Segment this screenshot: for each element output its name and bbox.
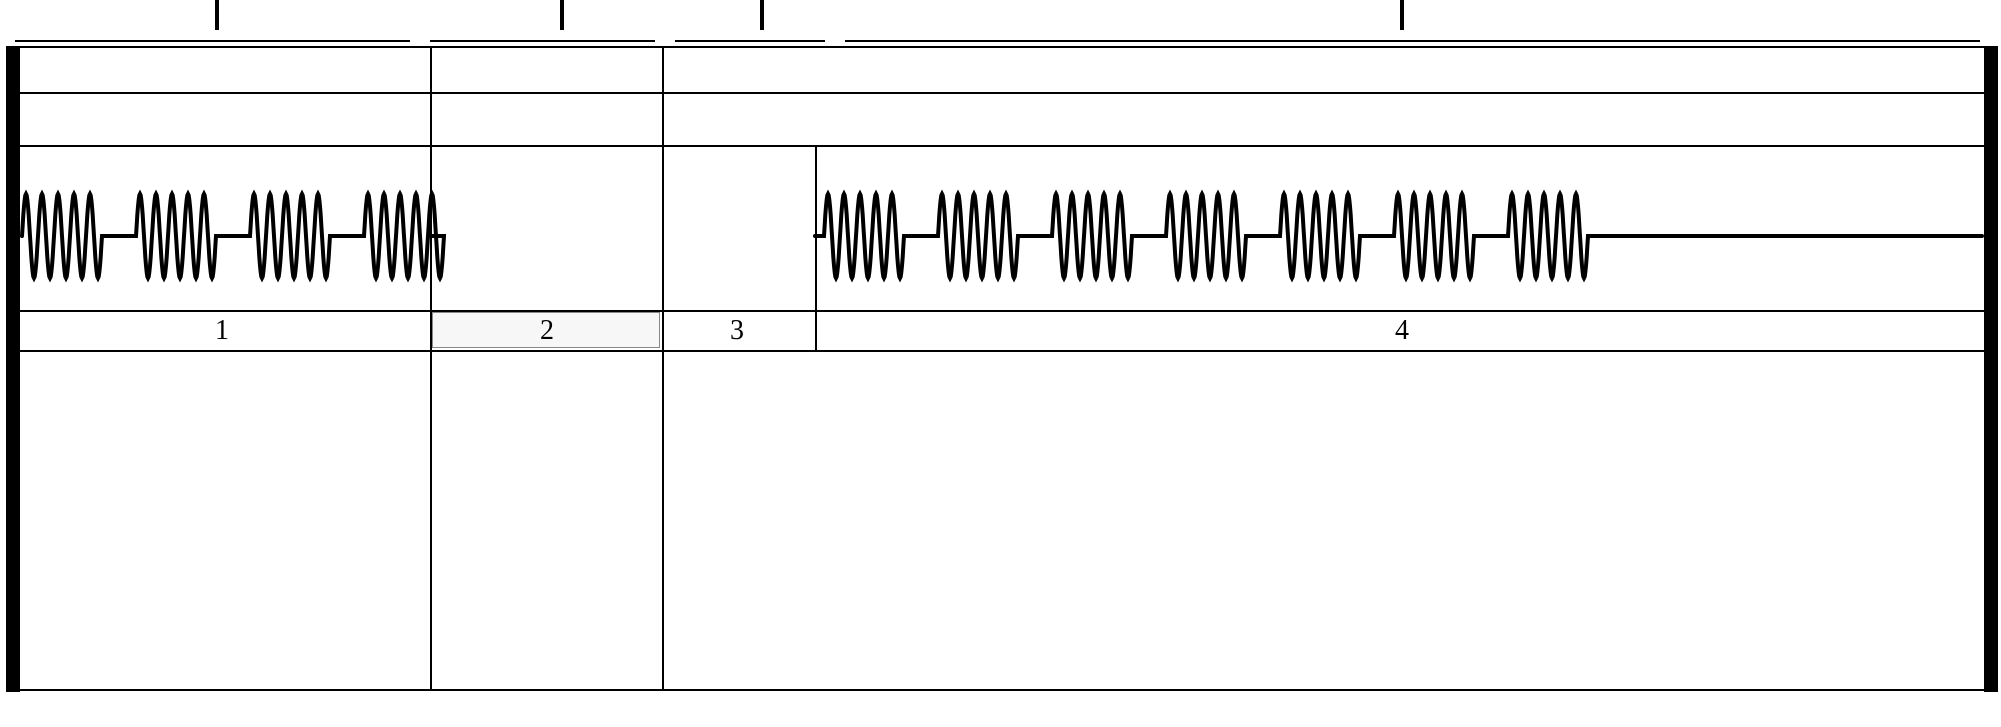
waveform <box>0 0 2001 727</box>
diagram-container: 1 2 3 4 <box>0 0 2001 727</box>
